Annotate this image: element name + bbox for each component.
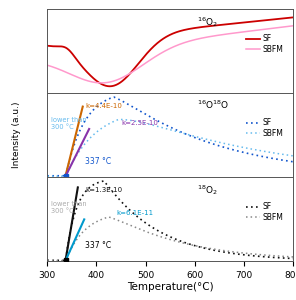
Legend: SF, SBFM: SF, SBFM (243, 31, 287, 57)
Text: $^{16}$O$^{18}$O: $^{16}$O$^{18}$O (197, 99, 229, 111)
X-axis label: Temperature(°C): Temperature(°C) (127, 283, 213, 292)
Text: lower than
300 °C: lower than 300 °C (51, 200, 87, 214)
Legend: SF, SBFM: SF, SBFM (243, 199, 287, 225)
Text: $^{18}$O$_2$: $^{18}$O$_2$ (197, 183, 218, 197)
Text: $^{16}$O$_2$: $^{16}$O$_2$ (197, 15, 218, 29)
Text: Intensity (a.u.): Intensity (a.u.) (12, 102, 21, 168)
Text: 337 °C: 337 °C (86, 242, 112, 250)
Text: k=4.4E-10: k=4.4E-10 (86, 103, 122, 109)
Text: k=6.1E-11: k=6.1E-11 (116, 210, 153, 216)
Text: k=1.3E-10: k=1.3E-10 (86, 187, 123, 193)
Text: k=2.5E-10: k=2.5E-10 (121, 120, 158, 126)
Legend: SF, SBFM: SF, SBFM (243, 115, 287, 141)
Text: lower than
300 °C: lower than 300 °C (51, 116, 87, 130)
Text: 337 °C: 337 °C (86, 158, 112, 166)
